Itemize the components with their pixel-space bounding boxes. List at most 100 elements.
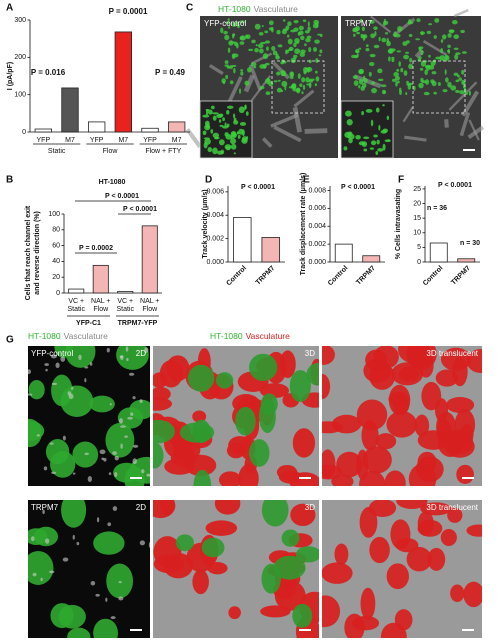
image-label: 2D [136, 349, 146, 358]
vessel [208, 64, 224, 75]
y-tick-label: 0 [417, 259, 421, 266]
image-texture [460, 29, 465, 34]
image-texture [245, 111, 249, 116]
image-texture [353, 33, 356, 37]
image-texture [276, 71, 281, 76]
image-texture [431, 71, 437, 75]
image-texture [365, 47, 370, 52]
image-texture [397, 80, 400, 84]
y-tick-label: 15 [413, 215, 421, 222]
image [28, 346, 150, 486]
x-tick-label: M7 [65, 137, 75, 144]
image-texture [227, 18, 230, 22]
image-texture [232, 34, 235, 39]
image-texture [363, 136, 370, 140]
image-texture [336, 451, 363, 478]
image-texture [444, 69, 447, 76]
image-texture [306, 362, 319, 386]
image [322, 346, 482, 486]
image-texture [112, 506, 118, 511]
image-texture [365, 108, 373, 113]
image-texture [447, 507, 463, 523]
image-texture [368, 71, 372, 77]
image-texture [297, 31, 301, 36]
image-texture [261, 24, 264, 27]
image-texture [362, 446, 392, 474]
image-texture [230, 137, 237, 145]
image-texture [292, 603, 313, 628]
y-tick-label: 80 [52, 227, 60, 234]
image-texture [276, 29, 281, 35]
annotation: P = 0.0001 [109, 7, 148, 16]
image-texture [210, 129, 214, 134]
image-texture [419, 31, 426, 35]
image-texture [49, 442, 54, 445]
image-texture [427, 547, 446, 571]
image-texture [228, 40, 234, 46]
image-texture [260, 605, 291, 618]
image-texture [50, 354, 57, 359]
image-texture [241, 137, 248, 144]
image-texture [354, 26, 361, 32]
image-texture [207, 109, 213, 115]
image-texture [377, 148, 384, 152]
x-tick-label: Flow [93, 306, 109, 313]
image-texture [391, 362, 424, 386]
image-texture [463, 581, 482, 608]
image-texture [120, 425, 126, 428]
header-part: Vasculature [246, 331, 291, 341]
image-texture [418, 82, 424, 89]
vessel [444, 119, 449, 128]
image-texture [49, 570, 55, 574]
image-texture [261, 500, 289, 527]
image-texture [114, 455, 119, 461]
image-texture [230, 143, 237, 150]
header-part: HT-1080 [210, 331, 243, 341]
header-part: Vasculature [254, 4, 299, 14]
roi-box [412, 60, 466, 114]
image-texture [358, 141, 366, 146]
image-texture [225, 74, 229, 80]
image-texture [108, 472, 112, 476]
image-texture [276, 464, 298, 480]
image-texture [239, 20, 246, 24]
image-texture [244, 104, 247, 110]
image-texture [282, 60, 287, 64]
image-texture [193, 469, 212, 486]
panel-header: HT-1080 Vasculature [218, 4, 298, 14]
image-texture [255, 44, 258, 47]
image-texture [228, 436, 252, 455]
image-texture [132, 396, 136, 400]
image-texture [388, 384, 411, 416]
image-texture [299, 83, 303, 87]
image-texture [459, 90, 465, 95]
image-texture [465, 92, 468, 95]
image-texture [400, 67, 404, 73]
vessel [261, 137, 273, 148]
image-texture [259, 64, 266, 69]
y-tick-label: 20 [413, 200, 421, 207]
image-texture [322, 374, 331, 400]
image-texture [360, 18, 363, 23]
image-texture [271, 46, 276, 52]
image-texture [221, 78, 226, 84]
image-texture [453, 47, 459, 50]
image-texture [50, 450, 76, 478]
image-texture [93, 618, 118, 638]
x-tick-label: Control [422, 265, 445, 288]
y-axis-label: Track velocity (μm/s) [202, 189, 209, 258]
image-texture [395, 81, 398, 87]
image-texture [408, 33, 413, 37]
image-texture [84, 366, 89, 369]
image-texture [317, 33, 323, 36]
x-tick-label: YFP [37, 137, 51, 144]
x-tick-label: Static [67, 306, 85, 313]
vessel [453, 8, 469, 18]
image-texture [346, 119, 353, 126]
image-texture [302, 19, 307, 23]
image-texture [382, 128, 389, 133]
vessel [270, 113, 299, 128]
image-texture [45, 538, 50, 544]
image-texture [224, 60, 229, 64]
